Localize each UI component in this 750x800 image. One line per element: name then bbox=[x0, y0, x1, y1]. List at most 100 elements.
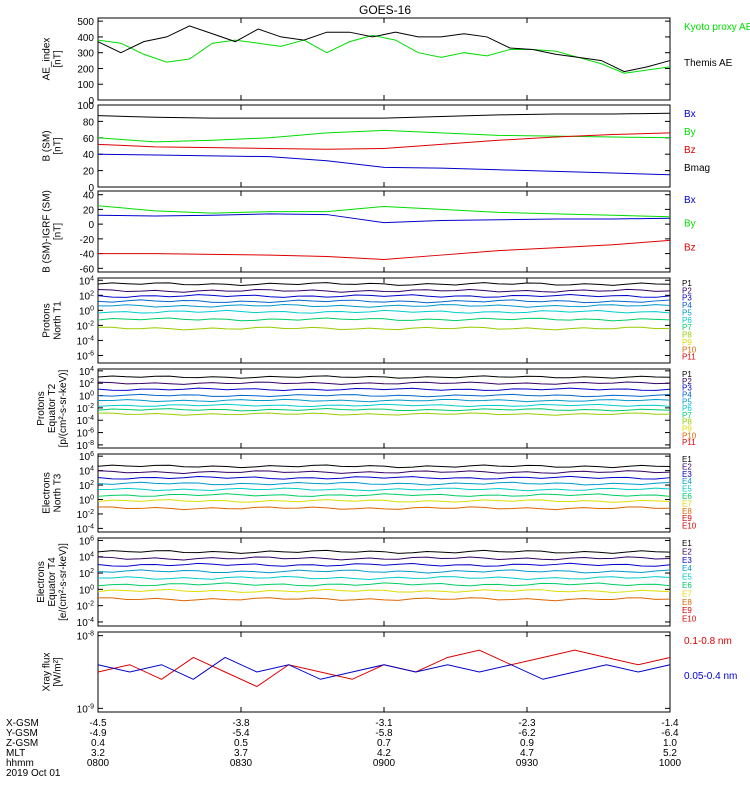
channel-line-7 bbox=[97, 317, 671, 322]
axis-value: 3.2 bbox=[91, 748, 105, 759]
channel-label: E10 bbox=[682, 615, 697, 624]
y-tick-label: 80 bbox=[83, 117, 95, 128]
legend-entry: By bbox=[684, 127, 696, 138]
channel-label: P6 bbox=[682, 316, 692, 325]
channel-label: E3 bbox=[682, 470, 692, 479]
y-tick-label: 10-2 bbox=[77, 601, 94, 613]
channel-line-6 bbox=[97, 493, 671, 497]
y-axis-label: ProtonsEquator T2[p/(cm²-s-sr-keV)] bbox=[36, 369, 69, 447]
axis-value: -1.4 bbox=[661, 718, 679, 729]
axis-value: 0900 bbox=[373, 758, 396, 769]
axis-value: -2.3 bbox=[518, 718, 536, 729]
channel-line-4 bbox=[97, 393, 671, 398]
y-tick-label: 100 bbox=[77, 101, 94, 112]
y-tick-label: 10-4 bbox=[77, 335, 94, 347]
series-legend: Kyoto proxy AE Themis AE bbox=[684, 22, 750, 69]
channel-label: E6 bbox=[682, 581, 692, 590]
channel-label: P4 bbox=[682, 301, 692, 310]
axis-value: 0.5 bbox=[234, 738, 248, 749]
axis-row-label: X-GSM bbox=[6, 718, 39, 729]
axis-row-label: Z-GSM bbox=[6, 738, 38, 749]
channel-label: P7 bbox=[682, 323, 692, 332]
channel-label: E5 bbox=[682, 485, 692, 494]
legend-entry: 0.05-0.4 nm bbox=[684, 671, 737, 682]
axis-value: 1.0 bbox=[663, 738, 677, 749]
y-tick-label: 500 bbox=[77, 17, 94, 28]
panel-2: 100 80 60 40 20 0 B (SM)[nT] Bx By Bz Bmag bbox=[42, 101, 711, 194]
y-tick-label: 100 bbox=[79, 584, 94, 596]
channel-line-3 bbox=[97, 475, 671, 480]
channel-label: E9 bbox=[682, 606, 692, 615]
y-tick-label: 102 bbox=[79, 378, 94, 390]
channel-label: E7 bbox=[682, 499, 692, 508]
channel-line-6 bbox=[97, 403, 671, 407]
y-tick-label: 400 bbox=[77, 33, 94, 44]
y-tick-label: 10-9 bbox=[77, 703, 94, 715]
y-tick-label: -60 bbox=[80, 264, 95, 275]
axis-value: -6.4 bbox=[661, 728, 679, 739]
channel-label: E2 bbox=[682, 547, 692, 556]
y-tick-label: 106 bbox=[79, 451, 94, 463]
y-tick-label: 10-4 bbox=[77, 523, 94, 535]
channel-line-5 bbox=[97, 304, 671, 308]
y-tick-label: 100 bbox=[79, 391, 94, 403]
y-axis-label: ElectronsEquator T4[e/(cm²-s-sr-keV)] bbox=[36, 543, 69, 621]
panel-8: 10-8 10-9 Xray flux[W/m²] 0.1-0.8 nm 0.05-0.… bbox=[42, 631, 738, 716]
channel-label: P6 bbox=[682, 404, 692, 413]
channel-line-3 bbox=[97, 387, 671, 391]
channel-line-6 bbox=[97, 582, 671, 587]
panel-4: 104 102 100 10-2 10-4 10-6 ProtonsNorth T1 P1P2… bbox=[42, 275, 697, 364]
y-tick-label: 10-6 bbox=[77, 428, 94, 440]
axis-value: 4.7 bbox=[520, 748, 534, 759]
y-tick-label: 0 bbox=[88, 183, 94, 194]
panel-7: 106 104 102 100 10-2 10-4 ElectronsEquator T4[… bbox=[36, 535, 697, 628]
channel-label: E9 bbox=[682, 514, 692, 523]
channel-line-1 bbox=[97, 549, 671, 554]
axis-value: -3.1 bbox=[375, 718, 393, 729]
channel-label: P3 bbox=[682, 384, 692, 393]
channel-label: E5 bbox=[682, 573, 692, 582]
y-axis-label: Xray flux[W/m²] bbox=[42, 653, 64, 692]
y-tick-label: 40 bbox=[83, 191, 95, 202]
series-line-3 bbox=[98, 239, 671, 260]
y-tick-label: 102 bbox=[79, 290, 94, 302]
channel-line-6 bbox=[97, 309, 671, 314]
y-tick-label: 100 bbox=[79, 305, 94, 317]
y-axis-label: AE_index[nT] bbox=[42, 38, 64, 81]
y-tick-label: 0 bbox=[88, 96, 94, 107]
channel-line-1 bbox=[97, 282, 671, 286]
legend-entry: Bmag bbox=[684, 163, 710, 174]
axis-value: -4.5 bbox=[89, 718, 107, 729]
channel-label: P3 bbox=[682, 294, 692, 303]
channel-label: P9 bbox=[682, 338, 692, 347]
axis-row-label: Y-GSM bbox=[6, 728, 38, 739]
legend-entry: Bx bbox=[684, 195, 696, 206]
channel-label: P7 bbox=[682, 411, 692, 420]
panel-frame bbox=[97, 631, 671, 713]
channel-label: E2 bbox=[682, 462, 692, 471]
channel-label: E4 bbox=[682, 477, 692, 486]
y-tick-label: -40 bbox=[80, 250, 95, 261]
y-axis-label: ProtonsNorth T1 bbox=[42, 301, 64, 340]
axis-value: 0930 bbox=[516, 758, 539, 769]
legend-entry: Themis AE bbox=[684, 58, 733, 69]
axis-value: 0.9 bbox=[520, 738, 534, 749]
y-tick-label: 300 bbox=[77, 49, 94, 60]
channel-label: P1 bbox=[682, 279, 692, 288]
axis-row-label: hhmm bbox=[6, 758, 34, 769]
series-line-4 bbox=[97, 112, 671, 119]
y-tick-label: 10-2 bbox=[77, 509, 94, 521]
panel-frame bbox=[97, 277, 671, 364]
channel-label: P9 bbox=[682, 425, 692, 434]
channel-label: P11 bbox=[682, 353, 696, 362]
legend-entry: Bz bbox=[684, 145, 696, 156]
channel-label: P10 bbox=[682, 345, 697, 354]
series-line-3 bbox=[97, 132, 671, 150]
axis-row-label: MLT bbox=[6, 748, 25, 759]
y-tick-label: -20 bbox=[80, 235, 95, 246]
channel-line-5 bbox=[97, 487, 671, 492]
y-tick-label: 102 bbox=[79, 568, 94, 580]
